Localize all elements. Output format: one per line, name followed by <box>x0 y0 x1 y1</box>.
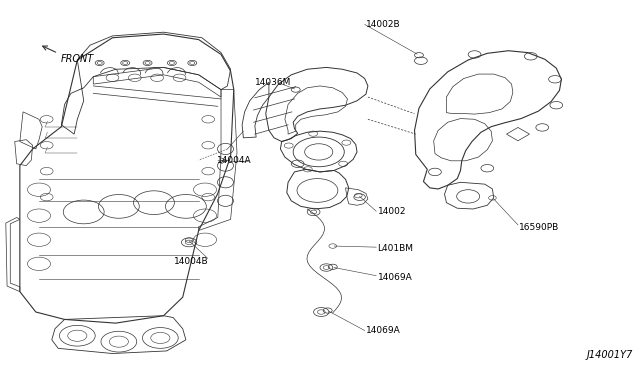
Text: 14002: 14002 <box>378 207 406 216</box>
Text: 14036M: 14036M <box>255 78 291 87</box>
Text: 16590PB: 16590PB <box>519 223 559 232</box>
Text: L401BM: L401BM <box>378 244 413 253</box>
Text: FRONT: FRONT <box>61 54 94 64</box>
Text: 14069A: 14069A <box>378 273 412 282</box>
Text: 14004A: 14004A <box>216 156 251 165</box>
Text: 14069A: 14069A <box>366 326 401 335</box>
Text: 14002B: 14002B <box>366 20 401 29</box>
Text: 14004B: 14004B <box>174 257 209 266</box>
Text: J14001Y7: J14001Y7 <box>586 350 633 360</box>
